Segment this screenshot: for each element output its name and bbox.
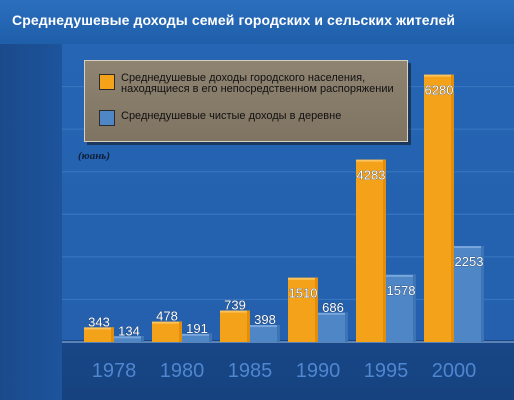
value-label-rural-1980: 191 (186, 321, 208, 336)
value-label-rural-1990: 686 (322, 300, 344, 315)
chart-title: Среднедушевые доходы семей городских и с… (12, 12, 456, 28)
x-tick-1990: 1990 (296, 360, 341, 382)
legend: Среднедушевые доходы городского населени… (84, 60, 408, 142)
bar-shade (247, 310, 250, 342)
value-label-rural-2000: 2253 (455, 254, 484, 269)
x-tick-1985: 1985 (228, 360, 273, 382)
bar-highlight (386, 274, 416, 277)
bar-highlight (454, 246, 484, 249)
x-tick-labels: 1978 1980 1985 1990 1995 2000 (92, 360, 477, 382)
bar-rural-2000 (454, 246, 484, 342)
bar-highlight (250, 325, 280, 328)
bar-shade (141, 336, 144, 342)
legend-swatch-urban (99, 74, 115, 90)
bar-highlight (318, 312, 348, 315)
bar-shade (111, 327, 114, 342)
x-tick-2000: 2000 (432, 360, 477, 382)
value-labels: 343 134 478 191 739 398 1510 686 4283 1578 6280 225… (88, 82, 484, 338)
value-label-urban-2000: 6280 (425, 83, 454, 98)
value-label-rural-1978: 134 (118, 323, 140, 338)
bar-shade (383, 159, 386, 342)
bar-highlight (182, 333, 212, 336)
legend-item-urban: Среднедушевые доходы городского населени… (99, 73, 394, 95)
unit-label: (юань) (78, 150, 110, 162)
value-label-rural-1995: 1578 (387, 283, 416, 298)
value-label-urban-1995: 4283 (357, 168, 386, 183)
bar-highlight (424, 74, 454, 77)
bar-shade (451, 74, 454, 342)
bar-rural-1978 (114, 336, 144, 342)
x-tick-1995: 1995 (364, 360, 409, 382)
bar-urban-1978 (84, 327, 114, 342)
value-label-urban-1980: 478 (156, 309, 178, 324)
bar-highlight (114, 336, 144, 339)
value-label-urban-1978: 343 (88, 314, 110, 329)
bars (84, 74, 484, 342)
legend-swatch-rural (99, 110, 115, 126)
bar-urban-1995 (356, 159, 386, 342)
bar-rural-1980 (182, 333, 212, 342)
bar-highlight (288, 277, 318, 280)
bar-highlight (84, 327, 114, 330)
bar-urban-1990 (288, 277, 318, 342)
value-label-rural-1985: 398 (254, 312, 276, 327)
bar-shade (481, 246, 484, 342)
value-label-urban-1985: 739 (224, 298, 246, 313)
bar-shade (277, 325, 280, 342)
title-band: Среднедушевые доходы семей городских и с… (0, 0, 514, 44)
x-tick-1980: 1980 (160, 360, 205, 382)
x-tick-1978: 1978 (92, 360, 137, 382)
left-sideband (0, 44, 62, 400)
bar-rural-1990 (318, 312, 348, 342)
bar-shade (413, 274, 416, 342)
bar-shade (209, 333, 212, 342)
legend-label-urban-line2: находящиеся в его непосредственном распо… (121, 83, 394, 95)
bar-highlight (152, 321, 182, 324)
bar-urban-1980 (152, 321, 182, 342)
bar-rural-1995 (386, 274, 416, 342)
bar-shade (179, 321, 182, 342)
bar-shade (315, 277, 318, 342)
bar-highlight (220, 310, 250, 313)
legend-item-rural: Среднедушевые чистые доходы в деревне (99, 109, 341, 126)
legend-label-rural: Среднедушевые чистые доходы в деревне (121, 110, 342, 122)
bar-rural-1985 (250, 325, 280, 342)
bar-highlight (356, 159, 386, 162)
bar-shade (345, 312, 348, 342)
value-label-urban-1990: 1510 (289, 286, 318, 301)
bar-urban-2000 (424, 74, 454, 342)
legend-label-urban-line1: Среднедушевые доходы городского населени… (121, 72, 366, 84)
bar-urban-1985 (220, 310, 250, 342)
